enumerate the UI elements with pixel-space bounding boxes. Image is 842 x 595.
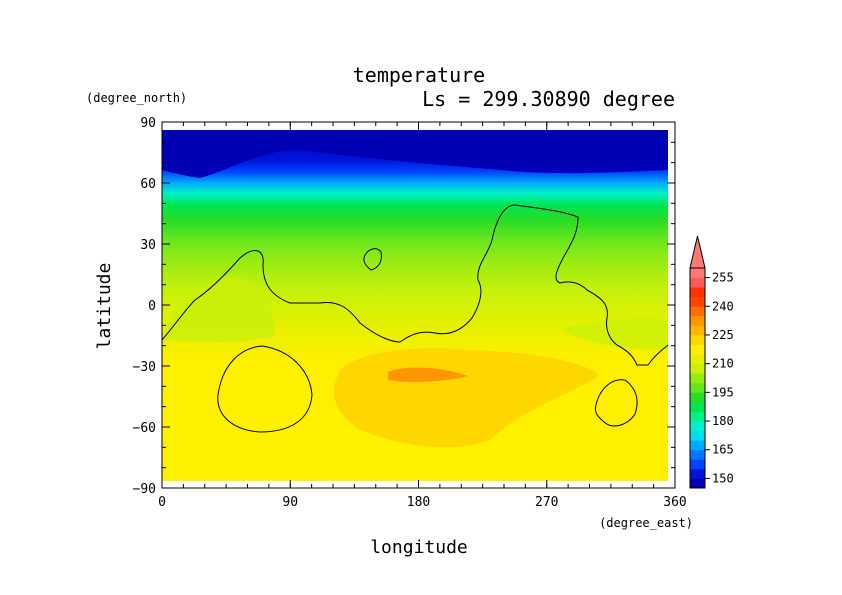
green-patch-west (162, 275, 275, 343)
x-tick-label: 0 (158, 495, 166, 510)
y-tick-label: −30 (133, 360, 156, 375)
colorbar-swatch (690, 449, 705, 460)
temperature-field (162, 130, 668, 481)
colorbar-swatch (690, 296, 705, 307)
colorbar-swatch (690, 430, 705, 441)
coastline-contours (162, 204, 668, 433)
green-patch-east (560, 318, 668, 350)
colorbar-swatch (690, 268, 705, 278)
colorbar-swatch (690, 440, 705, 451)
x-units-label: (degree_east) (599, 516, 693, 530)
colorbar-swatch (690, 315, 705, 326)
y-tick-label: −90 (133, 482, 156, 497)
colorbar-swatch (690, 334, 705, 345)
colorbar-swatch (690, 411, 705, 422)
y-tick-label: −60 (133, 421, 156, 436)
colorbar-tick-label: 180 (712, 414, 734, 428)
colorbar-tick-label: 165 (712, 443, 734, 457)
y-tick-label: 30 (140, 238, 156, 253)
colorbar-swatch (690, 277, 705, 288)
x-tick-label: 180 (407, 495, 430, 510)
colorbar-tick-label: 225 (712, 328, 734, 342)
colorbar: 150 165 180 195 210 225 240 255 (689, 235, 734, 489)
colorbar-swatch (690, 382, 705, 393)
colorbar-swatch (690, 287, 705, 298)
y-axis-label: latitude (94, 263, 115, 350)
colorbar-swatch (690, 306, 705, 317)
colorbar-tick-label: 195 (712, 385, 734, 399)
colorbar-swatch (690, 401, 705, 412)
x-tick-label: 270 (535, 495, 558, 510)
colorbar-extend-arrow (689, 235, 706, 269)
y-ticks: 90 60 30 0 −30 −60 −90 (133, 116, 675, 497)
chart-subtitle: Ls = 299.30890 degree (422, 87, 675, 111)
chart-title: temperature (353, 63, 485, 87)
contour-island (363, 248, 382, 271)
y-tick-label: 60 (140, 177, 156, 192)
y-tick-label: 0 (148, 299, 156, 314)
colorbar-tick-label: 240 (712, 299, 734, 313)
y-tick-label: 90 (140, 116, 156, 131)
colorbar-tick-label: 150 (712, 471, 734, 485)
minor-ticks (161, 121, 676, 489)
contour-main (162, 204, 668, 366)
x-axis-label: longitude (370, 537, 468, 558)
colorbar-swatch (690, 459, 705, 470)
x-tick-label: 360 (663, 495, 686, 510)
colorbar-frame (689, 267, 706, 489)
contour-east-basin (594, 379, 638, 427)
colorbar-swatch (690, 421, 705, 432)
colorbar-swatch (690, 468, 705, 479)
colorbar-tick-label: 255 (712, 271, 734, 285)
colorbar-swatch (690, 478, 705, 489)
colorbar-swatch (690, 392, 705, 403)
colorbar-swatch (690, 363, 705, 374)
colorbar-swatch (690, 354, 705, 365)
y-units-label: (degree_north) (86, 91, 187, 105)
polar-cold-wave (162, 130, 668, 178)
x-tick-label: 90 (282, 495, 298, 510)
colorbar-swatch (690, 344, 705, 355)
warmest-spot (388, 367, 468, 383)
contour-west-basin (217, 345, 313, 433)
colorbar-swatch (690, 325, 705, 336)
colorbar-tick-label: 210 (712, 357, 734, 371)
colorbar-swatch (690, 373, 705, 384)
